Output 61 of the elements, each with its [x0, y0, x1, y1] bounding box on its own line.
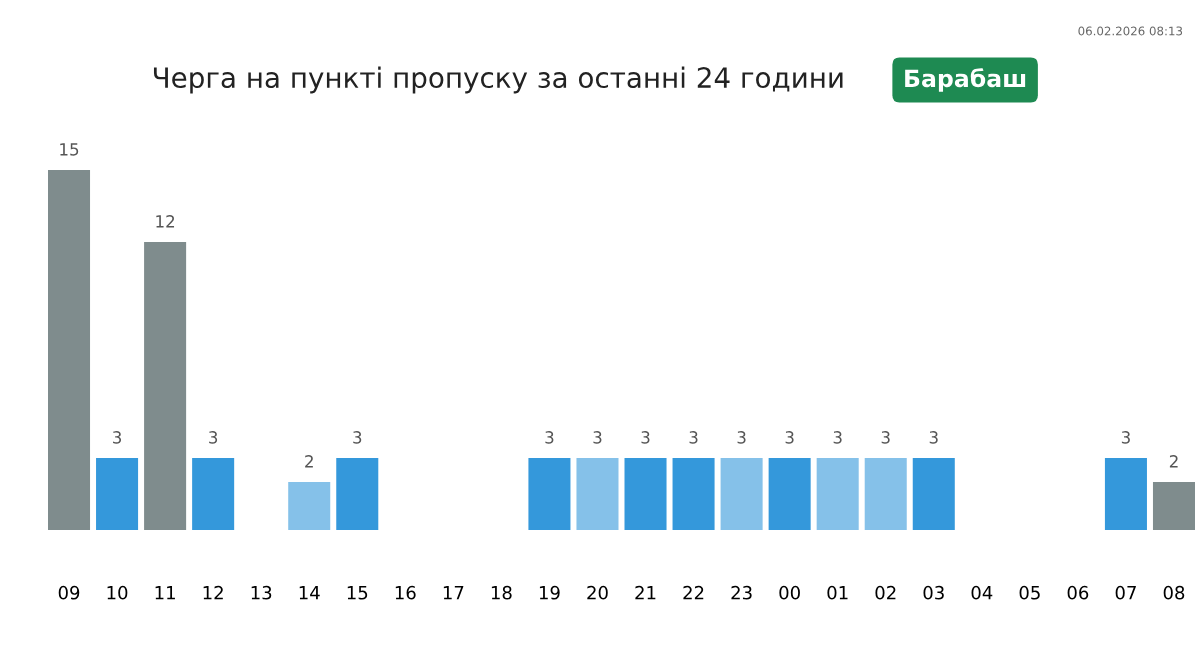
x-tick-label: 23	[731, 585, 752, 600]
x-tick-label: 07	[1115, 585, 1136, 600]
data-label: 3	[833, 431, 842, 444]
bar	[576, 458, 619, 530]
data-label: 15	[60, 143, 79, 156]
bar	[1104, 458, 1147, 530]
x-tick-label: 04	[971, 585, 993, 600]
x-tick-label: 15	[347, 586, 368, 600]
x-tick-label: 19	[539, 585, 560, 600]
data-label: 2	[1169, 455, 1178, 468]
data-label: 3	[593, 431, 602, 444]
x-tick-label: 22	[683, 585, 704, 600]
x-tick-label: 06	[1067, 585, 1089, 600]
x-tick-label: 02	[875, 585, 896, 600]
x-tick-label: 17	[443, 586, 464, 600]
x-tick-label: 03	[923, 585, 944, 600]
x-tick-label: 14	[299, 586, 320, 600]
bar	[768, 458, 811, 530]
x-tick-label: 18	[491, 585, 512, 600]
bar	[48, 170, 91, 530]
x-tick-label: 08	[1163, 585, 1185, 600]
bar	[1152, 482, 1195, 530]
bar	[528, 458, 571, 530]
bar	[144, 242, 187, 530]
bar	[720, 458, 763, 530]
bar	[864, 458, 907, 530]
data-label: 3	[737, 431, 746, 444]
bar	[288, 482, 331, 530]
data-label: 3	[1121, 431, 1130, 444]
bar	[96, 458, 139, 530]
x-tick-label: 13	[251, 585, 272, 600]
chart-title: Черга на пункті пропуску за останні 24 години	[153, 66, 843, 94]
x-tick-label: 10	[107, 585, 128, 600]
x-tick-label: 00	[779, 585, 800, 600]
data-label: 3	[113, 431, 122, 444]
data-label: 3	[545, 431, 554, 444]
x-tick-label: 16	[395, 585, 416, 600]
data-label: 3	[929, 431, 938, 444]
text: 06.02.2026 08:13	[1078, 26, 1183, 36]
data-label: 3	[209, 431, 218, 444]
bar	[192, 458, 235, 530]
bar	[672, 458, 715, 530]
data-label: 2	[305, 455, 313, 468]
x-tick-label: 09	[58, 585, 80, 600]
bar	[336, 458, 379, 530]
x-tick-label: 11	[155, 586, 175, 600]
data-label: 12	[156, 215, 175, 228]
bar	[624, 458, 667, 530]
chart-subtitle: Барабаш	[905, 68, 1026, 92]
data-label: 3	[353, 431, 362, 444]
bar	[912, 458, 955, 530]
x-tick-label: 12	[203, 585, 223, 600]
data-label: 3	[641, 431, 650, 444]
x-tick-label: 21	[635, 585, 656, 600]
x-tick-label: 20	[587, 585, 608, 600]
data-label: 3	[881, 431, 890, 444]
x-tick-label: 05	[1019, 585, 1040, 600]
x-tick-label: 01	[827, 585, 848, 600]
data-label: 3	[785, 431, 794, 444]
data-label: 3	[689, 431, 698, 444]
bar	[816, 458, 859, 530]
